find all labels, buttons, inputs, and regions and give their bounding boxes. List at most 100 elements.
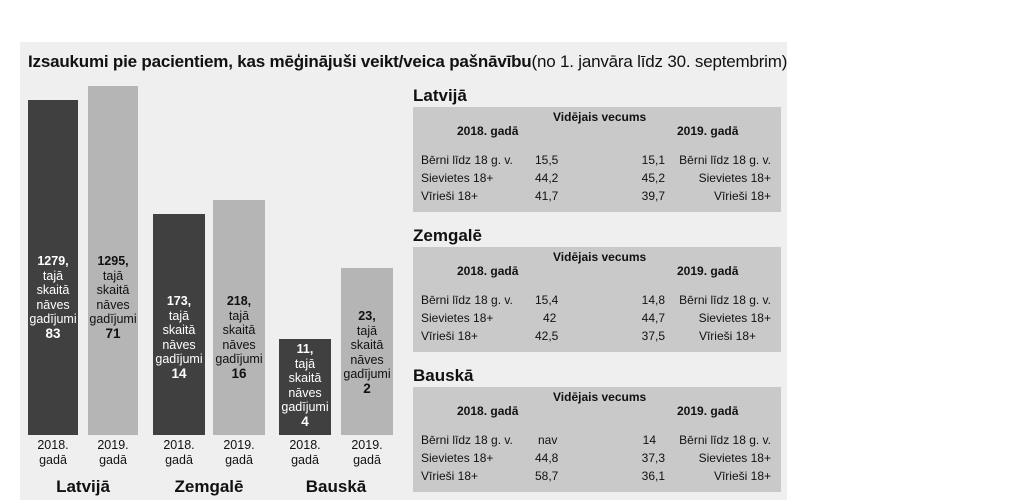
table-col-2018: 2018. gadā <box>457 404 519 418</box>
row-label-right: Bērni līdz 18 g. v. <box>679 153 771 167</box>
bar-label-line: skaitā <box>222 323 256 337</box>
bar-label-line: tajā <box>356 323 378 338</box>
row-label-right: Sievietes 18+ <box>698 171 771 185</box>
bar-zemgale-2019 <box>213 200 265 435</box>
bar-label-line: nāves <box>162 337 196 352</box>
row-value-2018: 41,7 <box>535 189 559 203</box>
row-value-2019: 39,7 <box>641 189 665 203</box>
row-value-2019: 44,7 <box>641 311 665 325</box>
bar-label-line: skaitā <box>288 371 322 385</box>
bar-label-line: gadījumi <box>155 352 203 366</box>
table-header: Vidējais vecums <box>553 110 647 124</box>
year-label-bauska-2018: 2018. gadā <box>289 438 321 467</box>
row-value-2018: 15,5 <box>535 153 559 167</box>
bar-label-line: 1279, <box>37 254 69 268</box>
year-label-zemgale-2018: 2018. gadā <box>163 438 195 467</box>
bar-label-bauska-2019: 23, tajā skaitā nāves gadījumi 2 <box>341 309 393 396</box>
region-label-bauska: Bauskā <box>305 477 367 496</box>
row-value-2018: 44,2 <box>535 171 559 185</box>
bar-bauska-2018 <box>279 339 331 435</box>
bar-label-line: nāves <box>96 297 130 312</box>
row-label: Vīrieši 18+ <box>421 189 479 203</box>
table-col-2018: 2018. gadā <box>457 124 519 138</box>
row-label-right: Bērni līdz 18 g. v. <box>679 433 771 447</box>
table-header: Vidējais vecums <box>553 390 647 404</box>
row-label: Sievietes 18+ <box>421 451 494 465</box>
bar-label-line: gadījumi <box>343 367 391 381</box>
row-value-2018: 42 <box>543 311 557 325</box>
bar-label-line: 83 <box>45 325 61 341</box>
row-value-2019: 45,2 <box>641 171 665 185</box>
row-value-2019: 14,8 <box>641 293 665 307</box>
row-value-2018: 15,4 <box>535 293 559 307</box>
title-main: Izsaukumi pie pacientiem, kas mēģinājuši… <box>28 52 532 71</box>
table-col-2019: 2019. gadā <box>677 124 739 138</box>
bar-label-zemgale-2019: 218, tajā skaitā nāves gadījumi 16 <box>213 294 265 381</box>
bar-bauska-2019 <box>341 268 393 435</box>
age-table-zemgale: Vidējais vecums 2018. gadā 2019. gadā Bē… <box>413 247 781 352</box>
bar-latvija-2019 <box>88 86 138 435</box>
bar-label-line: skaitā <box>36 283 70 297</box>
row-value-2019: 37,3 <box>641 451 665 465</box>
bar-label-line: gadījumi <box>215 352 263 366</box>
table-col-2019: 2019. gadā <box>677 404 739 418</box>
bar-label-line: nāves <box>222 337 256 352</box>
bar-label-line: tajā <box>228 308 250 323</box>
bar-latvija-2018 <box>28 100 78 435</box>
row-value-2019: 36,1 <box>641 469 665 483</box>
age-table-latvija: Vidējais vecums 2018. gadā 2019. gadā Bē… <box>413 107 781 212</box>
bar-label-zemgale-2018: 173, tajā skaitā nāves gadījumi 14 <box>153 294 205 381</box>
bar-label-line: tajā <box>102 268 124 283</box>
bar-label-line: skaitā <box>96 283 130 297</box>
bar-label-bauska-2018: 11, tajā skaitā nāves gadījumi 4 <box>279 342 331 429</box>
bar-label-line: nāves <box>36 297 70 312</box>
bar-label-line: skaitā <box>162 323 196 337</box>
bar-label-line: 218, <box>226 294 252 308</box>
year-label-latvija-2018: 2018. gadā <box>37 438 69 467</box>
bar-label-line: tajā <box>294 356 316 371</box>
bar-label-line: gadījumi <box>89 312 137 326</box>
row-label: Sievietes 18+ <box>421 171 494 185</box>
row-value-2018: 44,8 <box>535 451 559 465</box>
row-value-2019: 37,5 <box>641 329 665 343</box>
bar-zemgale-2018 <box>153 214 205 435</box>
bar-label-latvija-2019: 1295, tajā skaitā nāves gadījumi 71 <box>88 254 138 341</box>
row-label-right: Vīrieši 18+ <box>698 329 756 343</box>
bar-label-line: 71 <box>105 325 121 341</box>
table-title-latvija: Latvijā <box>413 86 467 105</box>
bar-label-line: 2 <box>363 380 371 396</box>
row-label-right: Vīrieši 18+ <box>713 189 771 203</box>
year-label-zemgale-2019: 2019. gadā <box>223 438 255 467</box>
bar-label-line: tajā <box>168 308 190 323</box>
row-label: Bērni līdz 18 g. v. <box>421 293 513 307</box>
bar-label-line: nāves <box>288 385 322 400</box>
bar-label-line: 11, <box>296 342 314 356</box>
table-header: Vidējais vecums <box>553 250 647 264</box>
bar-label-line: nāves <box>350 352 384 367</box>
year-label-latvija-2019: 2019. gadā <box>97 438 129 467</box>
row-label-right: Vīrieši 18+ <box>713 469 771 483</box>
region-label-zemgale: Zemgalē <box>174 477 244 496</box>
row-value-2019: 14 <box>642 433 656 447</box>
year-label-bauska-2019: 2019. gadā <box>351 438 383 467</box>
row-label: Vīrieši 18+ <box>421 329 479 343</box>
bar-label-line: skaitā <box>350 338 384 352</box>
row-label-right: Bērni līdz 18 g. v. <box>679 293 771 307</box>
title-subtitle: (no 1. janvāra līdz 30. septembrim) <box>531 52 788 71</box>
table-title-bauska: Bauskā <box>413 366 474 385</box>
row-label-right: Sievietes 18+ <box>698 451 771 465</box>
table-col-2018: 2018. gadā <box>457 264 519 278</box>
region-label-latvija: Latvijā <box>56 477 110 496</box>
bar-label-line: tajā <box>42 268 64 283</box>
table-title-zemgale: Zemgalē <box>413 226 482 245</box>
bar-label-line: gadījumi <box>281 400 329 414</box>
row-label: Sievietes 18+ <box>421 311 494 325</box>
row-label: Vīrieši 18+ <box>421 469 479 483</box>
row-value-2018: 42,5 <box>535 329 559 343</box>
row-label: Bērni līdz 18 g. v. <box>421 153 513 167</box>
row-value-2018: nav <box>538 433 558 447</box>
table-col-2019: 2019. gadā <box>677 264 739 278</box>
row-label-right: Sievietes 18+ <box>698 311 771 325</box>
row-value-2019: 15,1 <box>641 153 665 167</box>
bar-label-line: 1295, <box>97 254 129 268</box>
